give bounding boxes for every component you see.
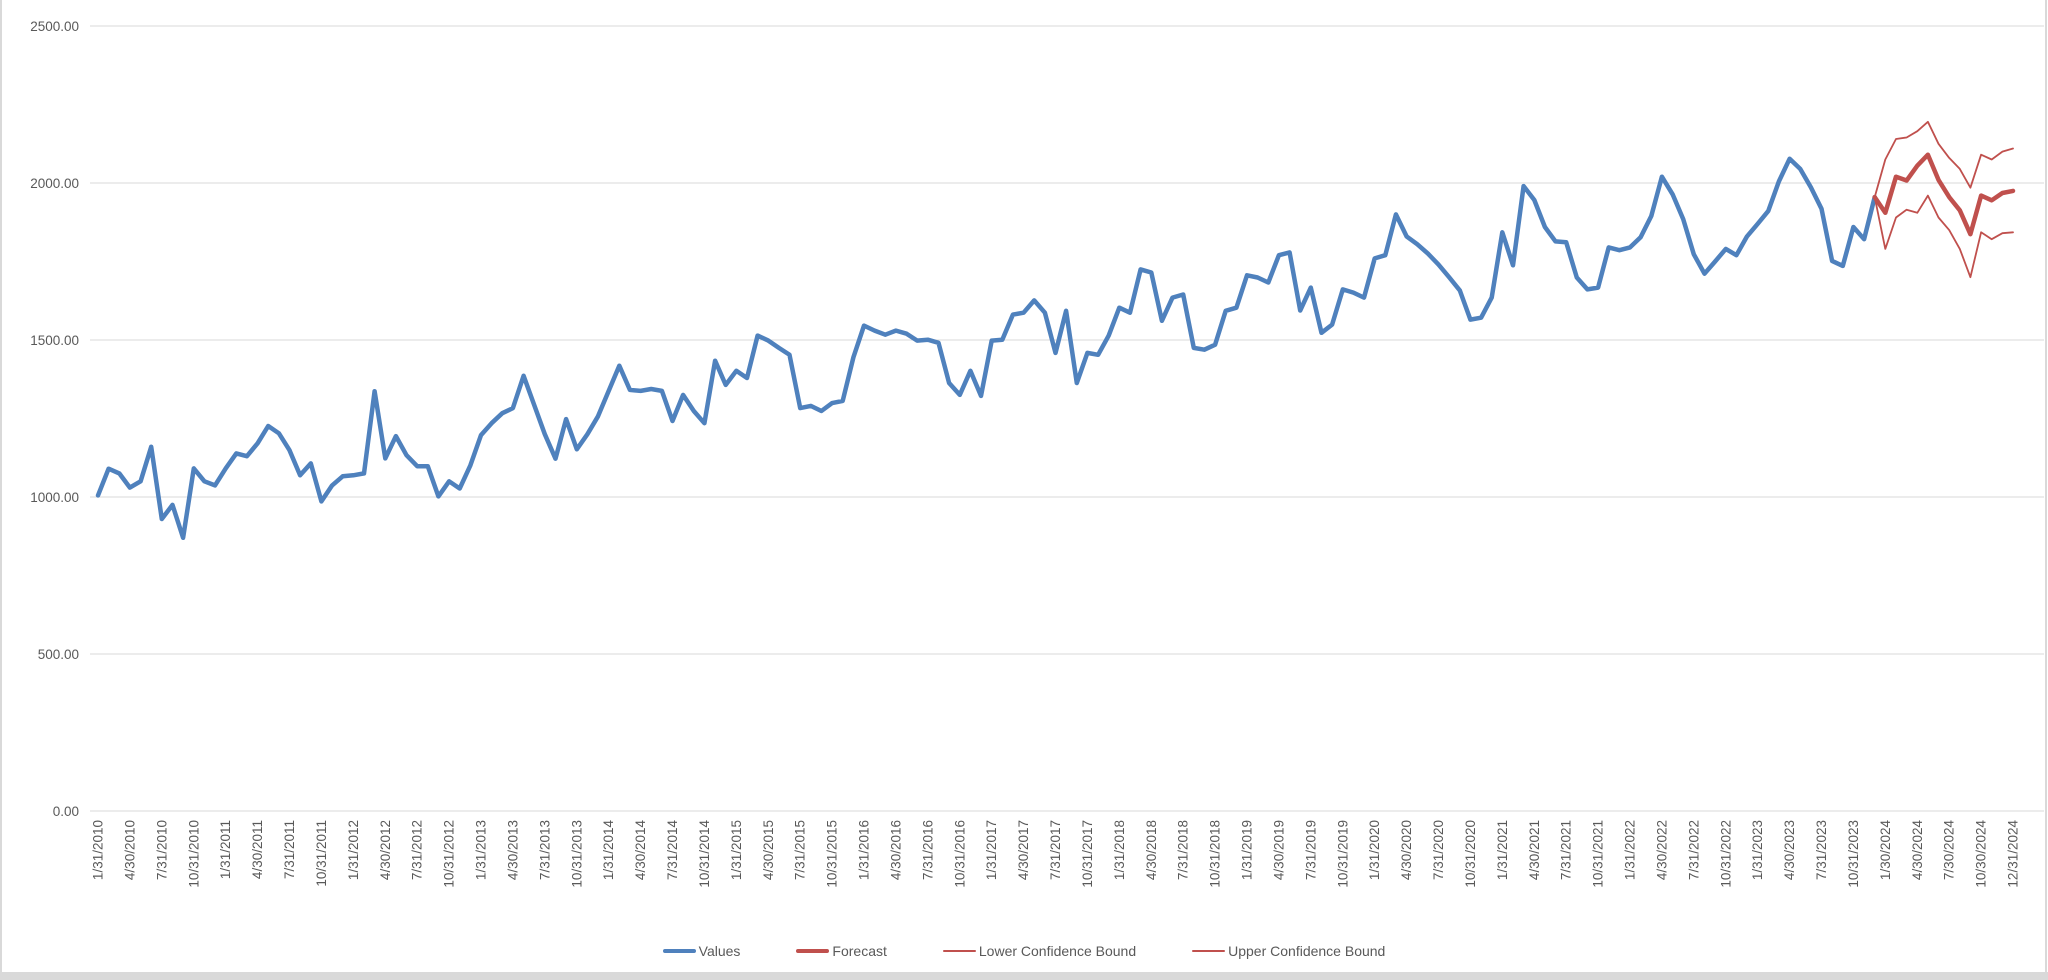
x-axis-label: 4/30/2014 — [633, 820, 648, 881]
x-axis-label: 4/30/2024 — [1910, 820, 1925, 881]
legend-swatch-forecast — [796, 948, 830, 954]
x-axis-label: 7/30/2024 — [1942, 820, 1957, 881]
legend-label-values: Values — [698, 943, 741, 959]
x-axis-label: 1/31/2020 — [1367, 820, 1382, 880]
series-line-upper-confidence-bound — [1873, 120, 2014, 199]
x-axis-label: 1/31/2023 — [1750, 820, 1765, 880]
y-axis-label: 500.00 — [38, 647, 79, 662]
x-axis-label: 10/31/2022 — [1718, 820, 1733, 888]
chart-legend: Values Forecast Lower Confidence Bound Uppe… — [0, 936, 2048, 966]
x-axis-label: 7/31/2016 — [920, 820, 935, 880]
y-axis-label: 2000.00 — [30, 176, 79, 191]
legend-item-upper-confidence-bound: Upper Confidence Bound — [1192, 944, 1385, 958]
x-axis-label: 1/31/2019 — [1240, 820, 1255, 880]
x-axis-label: 7/31/2018 — [1176, 820, 1191, 880]
x-axis-label: 7/31/2019 — [1303, 820, 1318, 880]
x-axis-label: 1/31/2012 — [346, 820, 361, 880]
x-axis-label: 1/31/2018 — [1112, 820, 1127, 880]
chart-frame-right-border — [2045, 0, 2047, 972]
x-axis-label: 4/30/2023 — [1782, 820, 1797, 880]
chart-frame-bottom-border — [0, 972, 2048, 980]
gridlines — [90, 25, 2044, 812]
x-axis-label: 1/30/2024 — [1878, 820, 1893, 881]
legend-item-lower-confidence-bound: Lower Confidence Bound — [942, 943, 1137, 959]
x-axis-label: 10/31/2017 — [1080, 820, 1095, 888]
legend-label-upper-confidence-bound: Upper Confidence Bound — [1228, 943, 1386, 959]
x-axis-label: 4/30/2015 — [761, 820, 776, 880]
x-axis-label: 7/31/2021 — [1559, 820, 1574, 880]
x-axis-label: 4/30/2010 — [122, 820, 137, 880]
x-axis-label: 7/31/2013 — [537, 820, 552, 880]
x-axis-label: 10/31/2018 — [1208, 820, 1223, 888]
x-axis-label: 7/31/2010 — [154, 820, 169, 880]
legend-swatch-lower-confidence-bound — [942, 950, 976, 952]
x-axis-label: 4/30/2022 — [1654, 820, 1669, 880]
legend-item-forecast: Forecast — [796, 943, 887, 959]
x-axis-label: 7/31/2011 — [282, 820, 297, 879]
legend-label-forecast: Forecast — [832, 943, 887, 959]
y-axis-labels: 0.00 500.00 1000.00 1500.00 2000.00 2500.00 — [30, 19, 79, 819]
series-line-forecast — [1872, 152, 2016, 237]
x-axis-label: 4/30/2020 — [1399, 820, 1414, 880]
x-axis-label: 12/31/2024 — [2006, 820, 2021, 888]
x-axis-label: 10/31/2019 — [1335, 820, 1350, 888]
x-axis-label: 7/31/2023 — [1814, 820, 1829, 880]
legend-label-lower-confidence-bound: Lower Confidence Bound — [978, 943, 1137, 959]
x-axis-label: 10/31/2014 — [697, 820, 712, 888]
x-axis-label: 4/30/2011 — [250, 820, 265, 879]
chart-frame-left-border — [0, 0, 2, 972]
x-axis-label: 10/31/2010 — [186, 820, 201, 888]
x-axis-label: 10/31/2013 — [569, 820, 584, 888]
x-axis-label: 1/31/2014 — [601, 820, 616, 881]
y-axis-label: 0.00 — [53, 804, 79, 819]
x-axis-label: 1/31/2011 — [218, 820, 233, 879]
y-axis-label: 2500.00 — [30, 19, 79, 34]
x-axis-label: 7/31/2014 — [665, 820, 680, 881]
x-axis-label: 1/31/2022 — [1623, 820, 1638, 880]
x-axis-label: 10/31/2011 — [314, 820, 329, 887]
x-axis-label: 10/31/2023 — [1846, 820, 1861, 888]
legend-item-values: Values — [662, 943, 741, 959]
x-axis-label: 7/31/2017 — [1048, 820, 1063, 880]
legend-swatch-upper-confidence-bound — [1192, 950, 1226, 952]
x-axis-label: 1/31/2017 — [984, 820, 999, 880]
series-line-values — [95, 156, 1877, 541]
x-axis-label: 1/31/2010 — [91, 820, 106, 880]
x-axis-label: 7/31/2020 — [1431, 820, 1446, 880]
x-axis-label: 4/30/2012 — [378, 820, 393, 880]
y-axis-label: 1500.00 — [30, 333, 79, 348]
x-axis-label: 10/31/2020 — [1463, 820, 1478, 888]
x-axis-label: 4/30/2019 — [1271, 820, 1286, 880]
y-axis-label: 1000.00 — [30, 490, 79, 505]
legend-swatch-values — [662, 948, 696, 954]
x-axis-label: 1/31/2016 — [857, 820, 872, 880]
x-axis-label: 4/30/2018 — [1144, 820, 1159, 880]
x-axis-label: 4/30/2017 — [1016, 820, 1031, 880]
x-axis-label: 10/31/2021 — [1591, 820, 1606, 888]
x-axis-label: 10/31/2012 — [442, 820, 457, 888]
x-axis-label: 1/31/2021 — [1495, 820, 1510, 880]
x-axis-label: 7/31/2022 — [1686, 820, 1701, 880]
x-axis-label: 4/30/2016 — [888, 820, 903, 880]
series-line-lower-confidence-bound — [1873, 194, 2014, 279]
x-axis-label: 10/31/2016 — [952, 820, 967, 888]
x-axis-label: 7/31/2015 — [793, 820, 808, 880]
x-axis-label: 7/31/2012 — [410, 820, 425, 880]
x-axis-label: 1/31/2015 — [729, 820, 744, 880]
x-axis-labels: 1/31/2010 4/30/2010 7/31/2010 10/31/2010 1/3… — [91, 820, 2021, 888]
x-axis-label: 1/31/2013 — [474, 820, 489, 880]
x-axis-label: 4/30/2021 — [1527, 820, 1542, 880]
x-axis-label: 10/31/2015 — [825, 820, 840, 888]
x-axis-label: 4/30/2013 — [505, 820, 520, 880]
x-axis-label: 10/30/2024 — [1974, 820, 1989, 888]
